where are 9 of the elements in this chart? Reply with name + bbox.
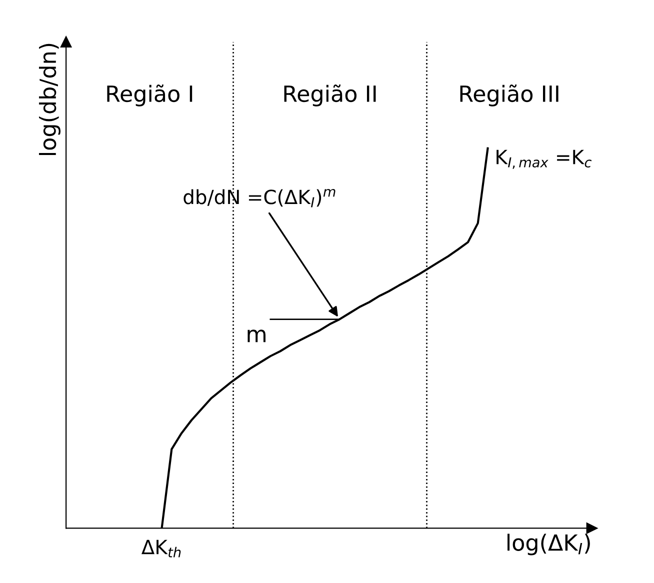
text: Região I — [107, 84, 192, 106]
annotation: m — [248, 330, 266, 342]
text: Região II — [284, 84, 376, 106]
y-axis-title: log(db/dn) — [38, 44, 60, 155]
annotation: db/dN =C(ΔK$_{I}$)$^{m}$ — [184, 188, 336, 208]
text: K$_{I,max}$ =K$_{c}$ — [496, 150, 592, 169]
text: ΔK$_{th}$ — [142, 540, 181, 558]
text: Região III — [460, 84, 558, 106]
x-axis-title: log(ΔK$_{I}$) — [508, 534, 590, 556]
